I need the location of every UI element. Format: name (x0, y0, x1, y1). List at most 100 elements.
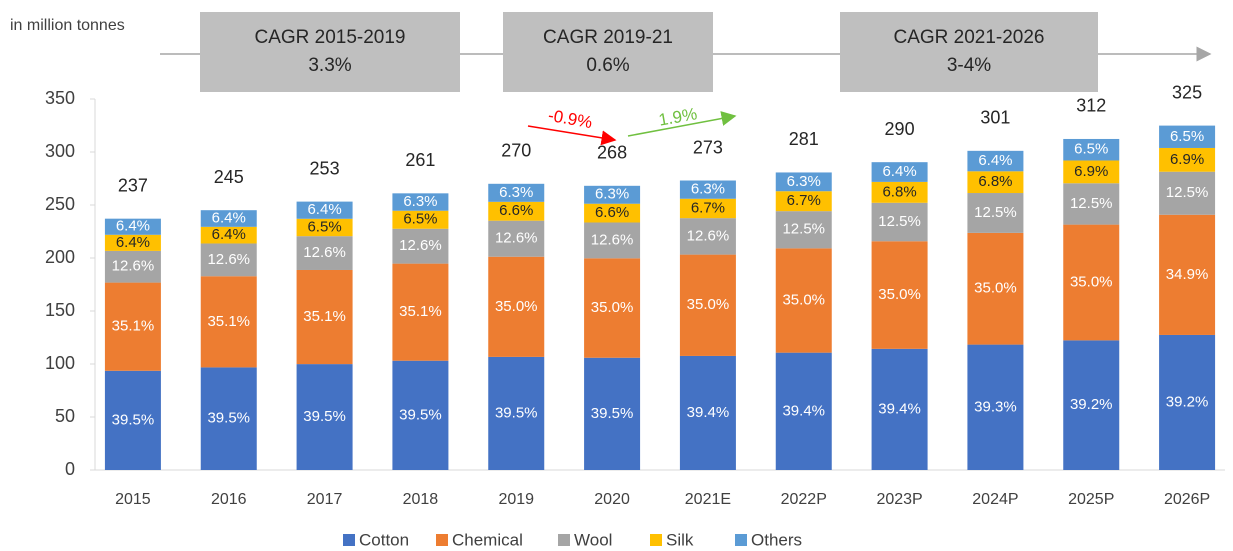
cagr-label: CAGR 2021-2026 (893, 27, 1044, 48)
data-label: 35.1% (399, 303, 442, 320)
total-label: 261 (405, 150, 435, 170)
y-tick-label: 200 (45, 247, 75, 267)
x-tick-label: 2017 (307, 491, 343, 508)
cagr-box (503, 12, 713, 92)
bar-segment (488, 201, 545, 221)
data-label: 12.6% (591, 231, 634, 248)
x-tick-label: 2024P (972, 491, 1018, 508)
bar-segment (871, 181, 928, 203)
bar-segment (488, 256, 545, 357)
bar-segment (775, 172, 832, 192)
data-label: 35.0% (878, 286, 921, 303)
data-label: 6.7% (691, 199, 725, 216)
bar-segment (967, 232, 1024, 345)
data-label: 39.4% (687, 404, 730, 421)
bar-segment (584, 203, 641, 223)
bar-segment (488, 183, 545, 202)
bar-segment (584, 258, 641, 358)
data-label: 6.3% (403, 193, 437, 210)
cagr-box (200, 12, 460, 92)
total-label: 325 (1172, 82, 1202, 102)
change-arrow (627, 111, 737, 137)
bar-segment (392, 210, 449, 229)
bar-segment (392, 263, 449, 361)
data-label: 6.3% (787, 173, 821, 190)
bar-segment (1063, 160, 1120, 184)
data-label: 6.9% (1170, 151, 1204, 168)
data-label: 35.0% (495, 298, 538, 315)
bar-segment (679, 254, 736, 356)
data-label: 6.8% (978, 173, 1012, 190)
y-tick-label: 350 (45, 88, 75, 108)
cagr-label: CAGR 2015-2019 (254, 27, 405, 48)
x-tick-label: 2018 (403, 491, 439, 508)
data-label: 39.2% (1166, 393, 1209, 410)
data-label: 35.0% (974, 280, 1017, 297)
data-label: 39.5% (112, 411, 155, 428)
data-label: 12.6% (207, 251, 250, 268)
cagr-value: 3-4% (947, 55, 991, 76)
total-label: 245 (214, 167, 244, 187)
x-tick-label: 2019 (498, 491, 534, 508)
bar-segment (1063, 138, 1120, 161)
data-label: 12.6% (399, 237, 442, 254)
bar-segment (104, 234, 161, 251)
total-label: 301 (980, 108, 1010, 128)
bar-segment (1159, 125, 1216, 148)
data-label: 39.5% (207, 410, 250, 427)
bar-segment (200, 276, 257, 368)
x-tick-label: 2023P (876, 491, 922, 508)
cagr-value: 0.6% (586, 55, 629, 76)
x-tick-label: 2022P (781, 491, 827, 508)
bar-segment (104, 250, 161, 283)
change-arrow (527, 125, 617, 146)
data-label: 6.3% (499, 184, 533, 201)
bar-segment (392, 360, 449, 470)
data-label: 6.7% (787, 192, 821, 209)
bar-segment (296, 236, 353, 270)
bar-segment (967, 344, 1024, 470)
data-label: 6.4% (307, 201, 341, 218)
total-label: 237 (118, 175, 148, 195)
data-label: 39.5% (591, 405, 634, 422)
bar-segment (1063, 340, 1120, 470)
bar-segment (775, 211, 832, 249)
legend-swatch (650, 534, 662, 546)
bar-segment (1159, 214, 1216, 335)
data-label: 12.5% (974, 204, 1017, 221)
data-label: 6.6% (595, 204, 629, 221)
total-label: 270 (501, 141, 531, 161)
legend-label: Wool (574, 530, 612, 549)
x-tick-label: 2016 (211, 491, 247, 508)
x-tick-label: 2026P (1164, 491, 1210, 508)
data-label: 39.5% (303, 408, 346, 425)
data-label: 39.3% (974, 398, 1017, 415)
change-label: -0.9% (547, 106, 594, 132)
data-label: 12.6% (303, 244, 346, 261)
legend-swatch (558, 534, 570, 546)
bar-segment (104, 218, 161, 235)
data-label: 39.4% (782, 402, 825, 419)
data-label: 6.5% (403, 211, 437, 228)
bar-segment (296, 269, 353, 365)
legend-swatch (436, 534, 448, 546)
x-tick-label: 2015 (115, 491, 151, 508)
bar-segment (200, 243, 257, 277)
data-label: 35.1% (303, 308, 346, 325)
data-label: 39.4% (878, 400, 921, 417)
y-tick-label: 150 (45, 300, 75, 320)
data-label: 6.4% (882, 163, 916, 180)
data-label: 6.6% (499, 202, 533, 219)
total-label: 268 (597, 143, 627, 163)
bar-segment (296, 218, 353, 237)
bar-segment (104, 370, 161, 470)
bar-segment (584, 185, 641, 204)
unit-label: in million tonnes (10, 17, 125, 34)
bar-segment (1159, 334, 1216, 470)
bar-segment (679, 180, 736, 199)
data-label: 12.6% (495, 230, 538, 247)
bar-segment (104, 282, 161, 371)
y-tick-label: 50 (55, 406, 75, 426)
bar-segment (296, 201, 353, 219)
